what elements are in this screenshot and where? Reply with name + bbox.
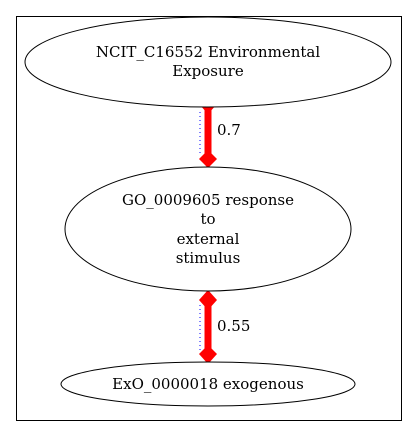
node-label: NCIT_C16552 Environmental: [96, 43, 320, 61]
edge-weight-label: 0.7: [217, 121, 241, 139]
node-label: to: [200, 210, 215, 228]
node-label: external: [177, 230, 240, 248]
edge-go-exo[interactable]: 0.55: [199, 290, 250, 364]
edge-arrowhead: [199, 345, 217, 364]
node-label: GO_0009605 response: [122, 191, 294, 209]
edge-arrowhead: [199, 290, 217, 310]
node-label: stimulus: [176, 249, 241, 267]
edge-weight-label: 0.55: [217, 317, 250, 335]
graph-frame: [16, 16, 402, 421]
node-label: ExO_0000018 exogenous: [112, 375, 304, 393]
node-ncit-environmental-exposure[interactable]: NCIT_C16552 Environmental Exposure: [24, 16, 392, 108]
node-shape: [24, 16, 392, 108]
edge-arrowhead: [199, 150, 217, 168]
node-shape: [60, 361, 356, 407]
node-label: Exposure: [172, 62, 244, 80]
node-shape: [64, 166, 352, 292]
node-go-response-to-external-stimulus[interactable]: GO_0009605 response to external stimulus: [64, 166, 352, 292]
node-exo-exogenous[interactable]: ExO_0000018 exogenous: [60, 361, 356, 407]
